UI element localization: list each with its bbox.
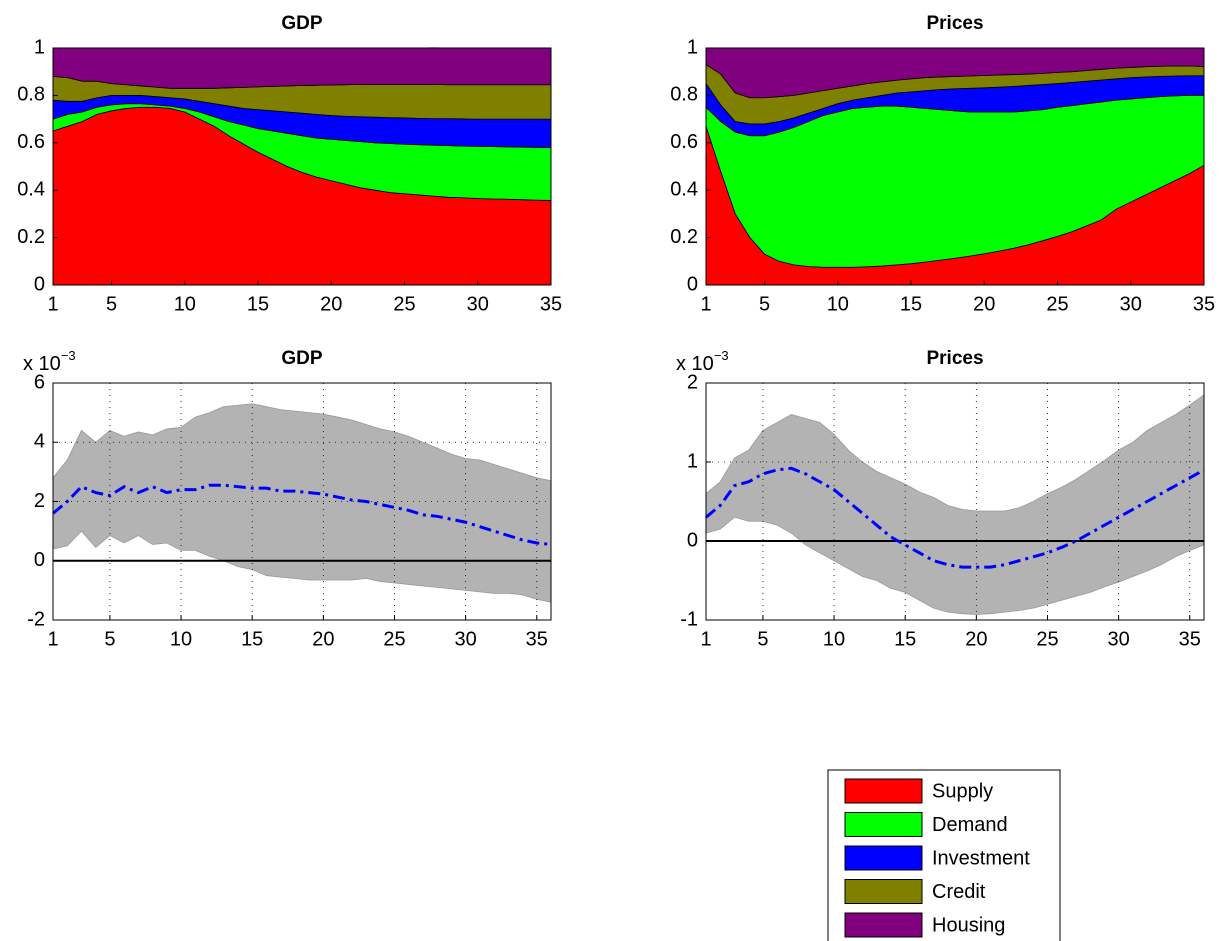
x-tick-label: 1 <box>700 293 711 315</box>
x-tick-label: 10 <box>170 628 192 650</box>
x-tick-label: 35 <box>1193 293 1215 315</box>
legend-swatch <box>844 812 923 837</box>
legend-swatch <box>844 912 923 938</box>
legend: Supply Demand Investment Credit Housing <box>827 769 1061 941</box>
x-tick-label: 1 <box>700 628 711 650</box>
x-tick-label: 25 <box>383 628 405 650</box>
x-tick-label: 15 <box>241 628 263 650</box>
x-tick-label: 30 <box>455 628 477 650</box>
x-tick-label: 20 <box>312 628 334 650</box>
x-tick-label: 35 <box>1179 628 1201 650</box>
multiplier-exponent: −3 <box>61 348 76 363</box>
y-tick-label: 0 <box>687 529 698 551</box>
y-tick-label: 6 <box>34 371 45 393</box>
x-tick-label: 5 <box>759 293 770 315</box>
axes-box <box>705 47 1205 286</box>
y-tick-label: -2 <box>27 608 45 630</box>
x-tick-label: 1 <box>47 628 58 650</box>
axes-box <box>52 382 552 621</box>
y-tick-label: 0.4 <box>17 178 45 200</box>
legend-label: Investment <box>932 847 1030 869</box>
x-tick-label: 35 <box>540 293 562 315</box>
x-tick-label: 5 <box>104 628 115 650</box>
legend-swatch <box>844 778 923 804</box>
legend-swatch <box>844 845 923 871</box>
x-tick-label: 10 <box>823 628 845 650</box>
y-tick-label: 2 <box>34 490 45 512</box>
x-tick-label: 35 <box>526 628 548 650</box>
y-tick-label: 2 <box>687 371 698 393</box>
x-tick-label: 15 <box>247 293 269 315</box>
x-tick-label: 30 <box>467 293 489 315</box>
y-tick-label: 0.8 <box>670 84 698 106</box>
x-tick-label: 25 <box>1046 293 1068 315</box>
area <box>52 47 552 89</box>
y-tick-label: 1 <box>687 36 698 58</box>
x-tick-label: 20 <box>320 293 342 315</box>
chart-title: GDP <box>281 13 323 34</box>
x-tick-label: 1 <box>47 293 58 315</box>
y-multiplier: x 10−3 <box>676 348 729 375</box>
axes-box <box>705 382 1205 621</box>
legend-label: Housing <box>932 914 1005 936</box>
y-tick-label: 0.2 <box>17 226 45 248</box>
x-tick-label: 5 <box>757 628 768 650</box>
y-multiplier: x 10−3 <box>23 348 76 375</box>
y-tick-label: 0.6 <box>17 131 45 153</box>
chart-title: GDP <box>281 348 323 369</box>
y-tick-label: 0.8 <box>17 84 45 106</box>
x-tick-label: 20 <box>965 628 987 650</box>
legend-label: Credit <box>932 881 986 903</box>
y-tick-label: 0 <box>687 273 698 295</box>
chart-title: Prices <box>926 348 983 369</box>
axes-box <box>52 47 552 286</box>
y-tick-label: 4 <box>34 431 45 453</box>
multiplier-base: x 10 <box>23 353 61 375</box>
legend-label: Supply <box>932 780 993 802</box>
multiplier-base: x 10 <box>676 353 714 375</box>
x-tick-label: 15 <box>900 293 922 315</box>
x-tick-label: 10 <box>827 293 849 315</box>
x-tick-label: 25 <box>1036 628 1058 650</box>
chart-title: Prices <box>926 13 983 34</box>
x-tick-label: 30 <box>1108 628 1130 650</box>
multiplier-exponent: −3 <box>714 348 729 363</box>
legend-swatch <box>844 879 923 904</box>
y-tick-label: 1 <box>687 450 698 472</box>
x-tick-label: 25 <box>393 293 415 315</box>
y-tick-label: 1 <box>34 36 45 58</box>
x-tick-label: 10 <box>174 293 196 315</box>
median-line <box>52 483 552 546</box>
y-tick-label: 0 <box>34 549 45 571</box>
x-tick-label: 20 <box>973 293 995 315</box>
x-tick-label: 5 <box>106 293 117 315</box>
y-tick-label: 0 <box>34 273 45 295</box>
y-tick-label: 0.2 <box>670 226 698 248</box>
x-tick-label: 30 <box>1120 293 1142 315</box>
legend-label: Demand <box>932 814 1008 836</box>
y-tick-label: -1 <box>680 608 698 630</box>
median-line <box>705 466 1205 569</box>
y-tick-label: 0.4 <box>670 178 698 200</box>
y-tick-label: 0.6 <box>670 131 698 153</box>
x-tick-label: 15 <box>894 628 916 650</box>
